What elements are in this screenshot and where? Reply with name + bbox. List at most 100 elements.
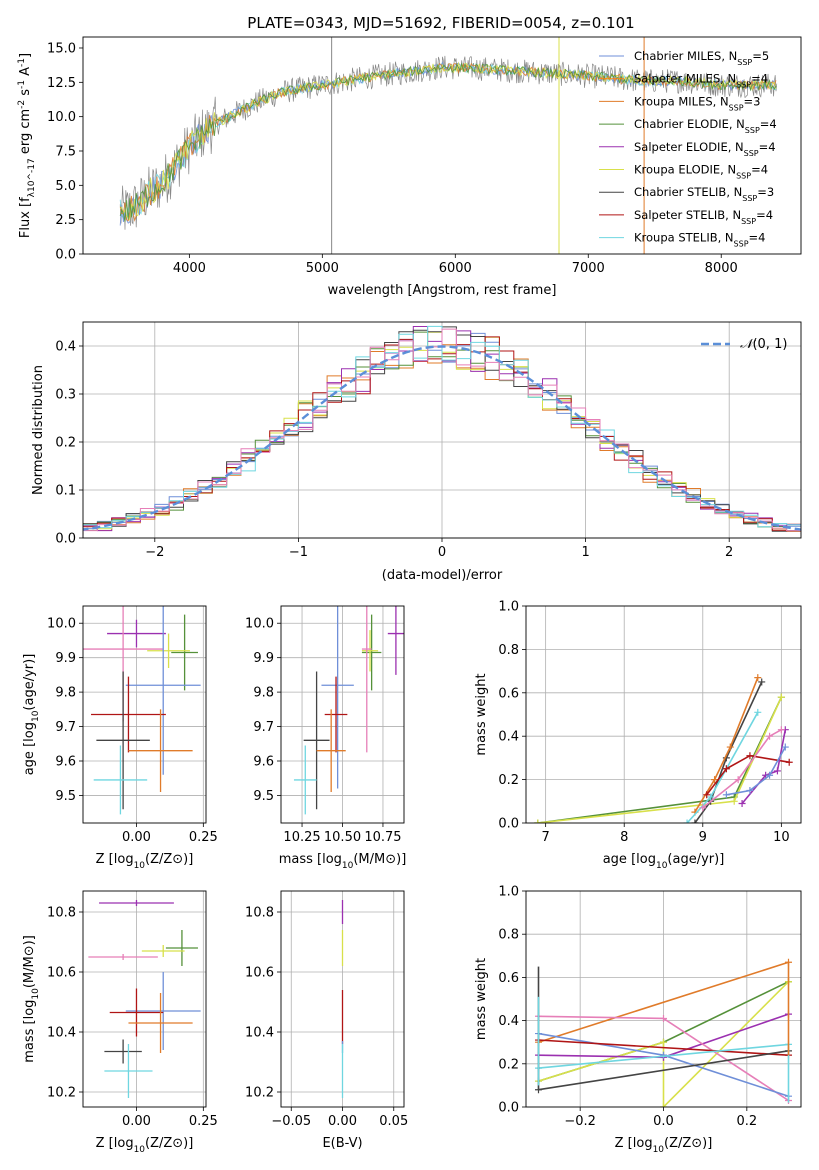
legend-part: =4 <box>751 163 768 177</box>
y-axis-label: mass [log10(M/M⊙)] <box>22 935 41 1063</box>
plus-marker <box>711 776 719 784</box>
label-part: mass [log <box>279 852 342 867</box>
x-tick-label: −0.2 <box>564 1114 596 1129</box>
legend-part: (0, 1) <box>752 337 787 352</box>
plus-marker <box>777 726 785 734</box>
y-tick-label: 0.2 <box>55 436 76 451</box>
y-tick-label: 1.0 <box>498 885 519 900</box>
errorbars <box>293 606 404 815</box>
plus-marker <box>722 791 730 799</box>
x-tick-label: 10.75 <box>364 830 401 845</box>
label-part: Z [log <box>615 1136 653 1151</box>
x-tick-label: −0.05 <box>271 1114 311 1129</box>
y-axis-label: mass weight <box>474 958 489 1040</box>
x-tick-label: 5000 <box>306 261 339 276</box>
plus-marker <box>746 786 754 794</box>
cumulative-line <box>726 746 786 796</box>
x-tick-label: 9 <box>699 830 707 845</box>
model-spectrum-line <box>119 62 777 222</box>
legend-sub: SSP <box>744 148 759 157</box>
y-tick-label: 10.8 <box>47 906 76 921</box>
label-part: mass [log <box>22 1000 37 1063</box>
plus-marker <box>707 793 715 801</box>
label-script: 10 <box>134 1145 146 1155</box>
y-axis-label: Normed distribution <box>31 365 46 495</box>
y-tick-label: 0.4 <box>498 1014 519 1029</box>
y-tick-label: 15.0 <box>47 41 76 56</box>
y-tick-label: 9.5 <box>55 789 76 804</box>
cumulative-line <box>538 1043 789 1069</box>
legend-sub: SSP <box>742 194 757 203</box>
legend-entry: Salpeter STELIB, NSSP=4 <box>634 208 773 226</box>
x-tick-label: 8 <box>620 830 628 845</box>
errorbars <box>83 606 201 815</box>
label-part: ] <box>18 53 33 58</box>
plus-marker <box>660 1038 667 1046</box>
y-tick-label: 10.0 <box>245 617 274 632</box>
y-tick-label: 0.0 <box>55 532 76 547</box>
y-tick-label: 10.8 <box>245 906 274 921</box>
label-script: 10 <box>653 1145 665 1155</box>
y-tick-label: 9.9 <box>55 651 76 666</box>
legend-part: =4 <box>756 208 773 222</box>
y-tick-label: 7.5 <box>55 144 76 159</box>
plus-marker <box>660 1014 667 1022</box>
label-part: (Z/Z⊙)] <box>145 852 193 867</box>
plus-marker <box>534 819 542 823</box>
plus-marker <box>766 732 774 740</box>
plus-marker <box>691 819 699 823</box>
y-tick-label: 12.5 <box>47 76 76 91</box>
legend-entry: 𝒩(0, 1) <box>740 337 787 352</box>
errorbars <box>88 900 201 1098</box>
x-tick-label: 10 <box>773 830 790 845</box>
legend-part: =5 <box>752 49 769 63</box>
plus-marker <box>722 765 730 773</box>
cumulative-line <box>694 677 759 813</box>
y-tick-label: 10.0 <box>47 110 76 125</box>
cumulative-Z-panel: −0.2 0.0 0.2 0.0 0.2 0.4 0.6 0.8 1.0 Z [log10(Z/Z… <box>474 885 802 1155</box>
plus-marker <box>703 791 711 799</box>
legend-sub: SSP <box>729 103 744 112</box>
legend-part: Chabrier MILES, N <box>634 49 737 63</box>
y-tick-label: 0.4 <box>55 340 76 355</box>
legend-part: =4 <box>760 117 777 131</box>
y-axis-label: mass weight <box>474 673 489 755</box>
cumulative-line <box>538 961 789 1043</box>
legend-part: =3 <box>757 185 774 199</box>
axes-frame <box>82 321 802 539</box>
plus-marker <box>746 752 754 760</box>
y-tick-label: 9.8 <box>55 686 76 701</box>
x-axis-label: Z [log10(Z/Z⊙)] <box>96 1136 194 1155</box>
legend-sub: SSP <box>737 58 752 67</box>
x-tick-label: 0.00 <box>122 830 151 845</box>
y-tick-label: 10.6 <box>47 966 76 981</box>
plus-marker <box>726 743 734 751</box>
x-axis-label: E(B-V) <box>322 1136 362 1151</box>
spectrum-panel: 4000 5000 6000 7000 8000 0.0 2.5 5.0 7.5 10.0 12.5… <box>17 36 802 298</box>
y-tick-label: 9.8 <box>253 686 274 701</box>
label-script: 10 <box>31 710 41 722</box>
x-axis-label: wavelength [Angstrom, rest frame] <box>328 283 557 298</box>
legend-part: Kroupa MILES, N <box>634 94 729 108</box>
y-tick-label: 9.6 <box>253 755 274 770</box>
x-axis-label: mass [log10(M/M⊙)] <box>279 852 407 871</box>
label-script: -1 <box>17 80 27 89</box>
plus-marker <box>773 767 781 775</box>
y-tick-label: 10.4 <box>47 1026 76 1041</box>
cumulative-line <box>706 754 790 796</box>
x-tick-label: 10.25 <box>283 830 320 845</box>
label-script: -1 <box>17 58 27 67</box>
plus-marker <box>781 743 789 751</box>
cumulative-line <box>538 1050 789 1091</box>
x-tick-label: 0.05 <box>379 1114 408 1129</box>
legend-part: =4 <box>749 231 766 245</box>
legend-sub: SSP <box>741 216 756 225</box>
y-tick-label: 0.6 <box>498 686 519 701</box>
plus-marker <box>699 804 707 812</box>
x-axis-label: Z [log10(Z/Z⊙)] <box>96 852 194 871</box>
y-axis-label: Flux [fλ10^-17 erg cm-2 s-1 A-1] <box>17 53 37 238</box>
y-tick-label: 0.8 <box>498 643 519 658</box>
plus-marker <box>754 708 762 716</box>
